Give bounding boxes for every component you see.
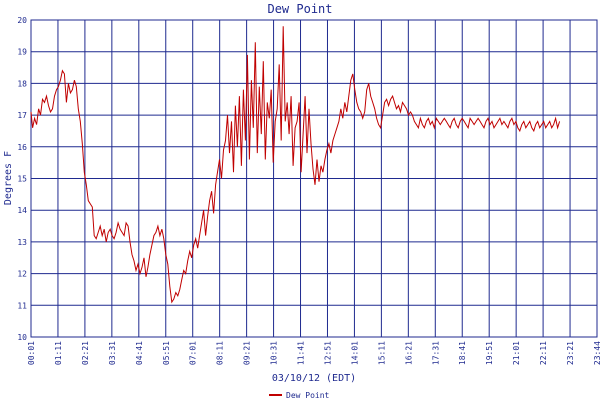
- y-tick-label: 20: [17, 16, 27, 25]
- y-tick-label: 19: [17, 48, 27, 57]
- x-tick-label: 14:01: [350, 341, 359, 365]
- y-tick-label: 17: [17, 111, 27, 120]
- y-tick-label: 10: [17, 333, 27, 342]
- x-tick-label: 07:01: [189, 341, 198, 365]
- y-axis-label: Degrees F: [3, 151, 14, 205]
- y-tick-label: 15: [17, 175, 27, 184]
- y-tick-label: 12: [17, 270, 27, 279]
- x-tick-label: 23:44: [593, 341, 600, 365]
- x-tick-label: 17:31: [431, 341, 440, 365]
- x-tick-label: 15:11: [377, 341, 386, 365]
- x-tick-label: 03:31: [108, 341, 117, 365]
- y-tick-labels: 10 11 12 13 14 15 16 17 18 19 20: [17, 16, 27, 342]
- y-tick-label: 18: [17, 79, 27, 88]
- x-tick-label: 08:11: [216, 341, 225, 365]
- x-tick-label: 21:01: [512, 341, 521, 365]
- x-tick-label: 19:51: [485, 341, 494, 365]
- y-tick-label: 14: [17, 206, 27, 215]
- x-tick-label: 12:51: [323, 341, 332, 365]
- x-tick-labels: 00:01 01:11 02:21 03:31 04:41 05:51 07:01 08:11…: [27, 341, 600, 365]
- legend-label: Dew Point: [286, 391, 330, 400]
- plot-frame: [30, 19, 598, 338]
- x-tick-label: 09:21: [243, 341, 252, 365]
- legend: Dew Point: [269, 391, 330, 400]
- y-tick-label: 16: [17, 143, 27, 152]
- x-tick-label: 02:21: [81, 341, 90, 365]
- series-line-dew-point: [30, 26, 561, 304]
- x-tick-label: 18:41: [458, 341, 467, 365]
- y-tick-label: 13: [17, 238, 27, 247]
- x-axis-label: 03/10/12 (EDT): [272, 373, 356, 384]
- chart-title: Dew Point: [267, 2, 332, 16]
- x-tick-label: 04:41: [135, 341, 144, 365]
- series-layer: [30, 26, 561, 304]
- x-tick-label: 10:31: [270, 341, 279, 365]
- x-tick-label: 00:01: [27, 341, 36, 365]
- x-tick-label: 05:51: [162, 341, 171, 365]
- x-tick-label: 11:41: [297, 341, 306, 365]
- x-tick-label: 23:21: [566, 341, 575, 365]
- x-tick-label: 22:11: [539, 341, 548, 365]
- x-tick-label: 01:11: [54, 341, 63, 365]
- y-tick-label: 11: [17, 301, 27, 310]
- x-tick-label: 16:21: [404, 341, 413, 365]
